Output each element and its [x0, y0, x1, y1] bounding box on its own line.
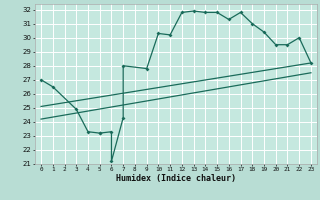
X-axis label: Humidex (Indice chaleur): Humidex (Indice chaleur) [116, 174, 236, 183]
